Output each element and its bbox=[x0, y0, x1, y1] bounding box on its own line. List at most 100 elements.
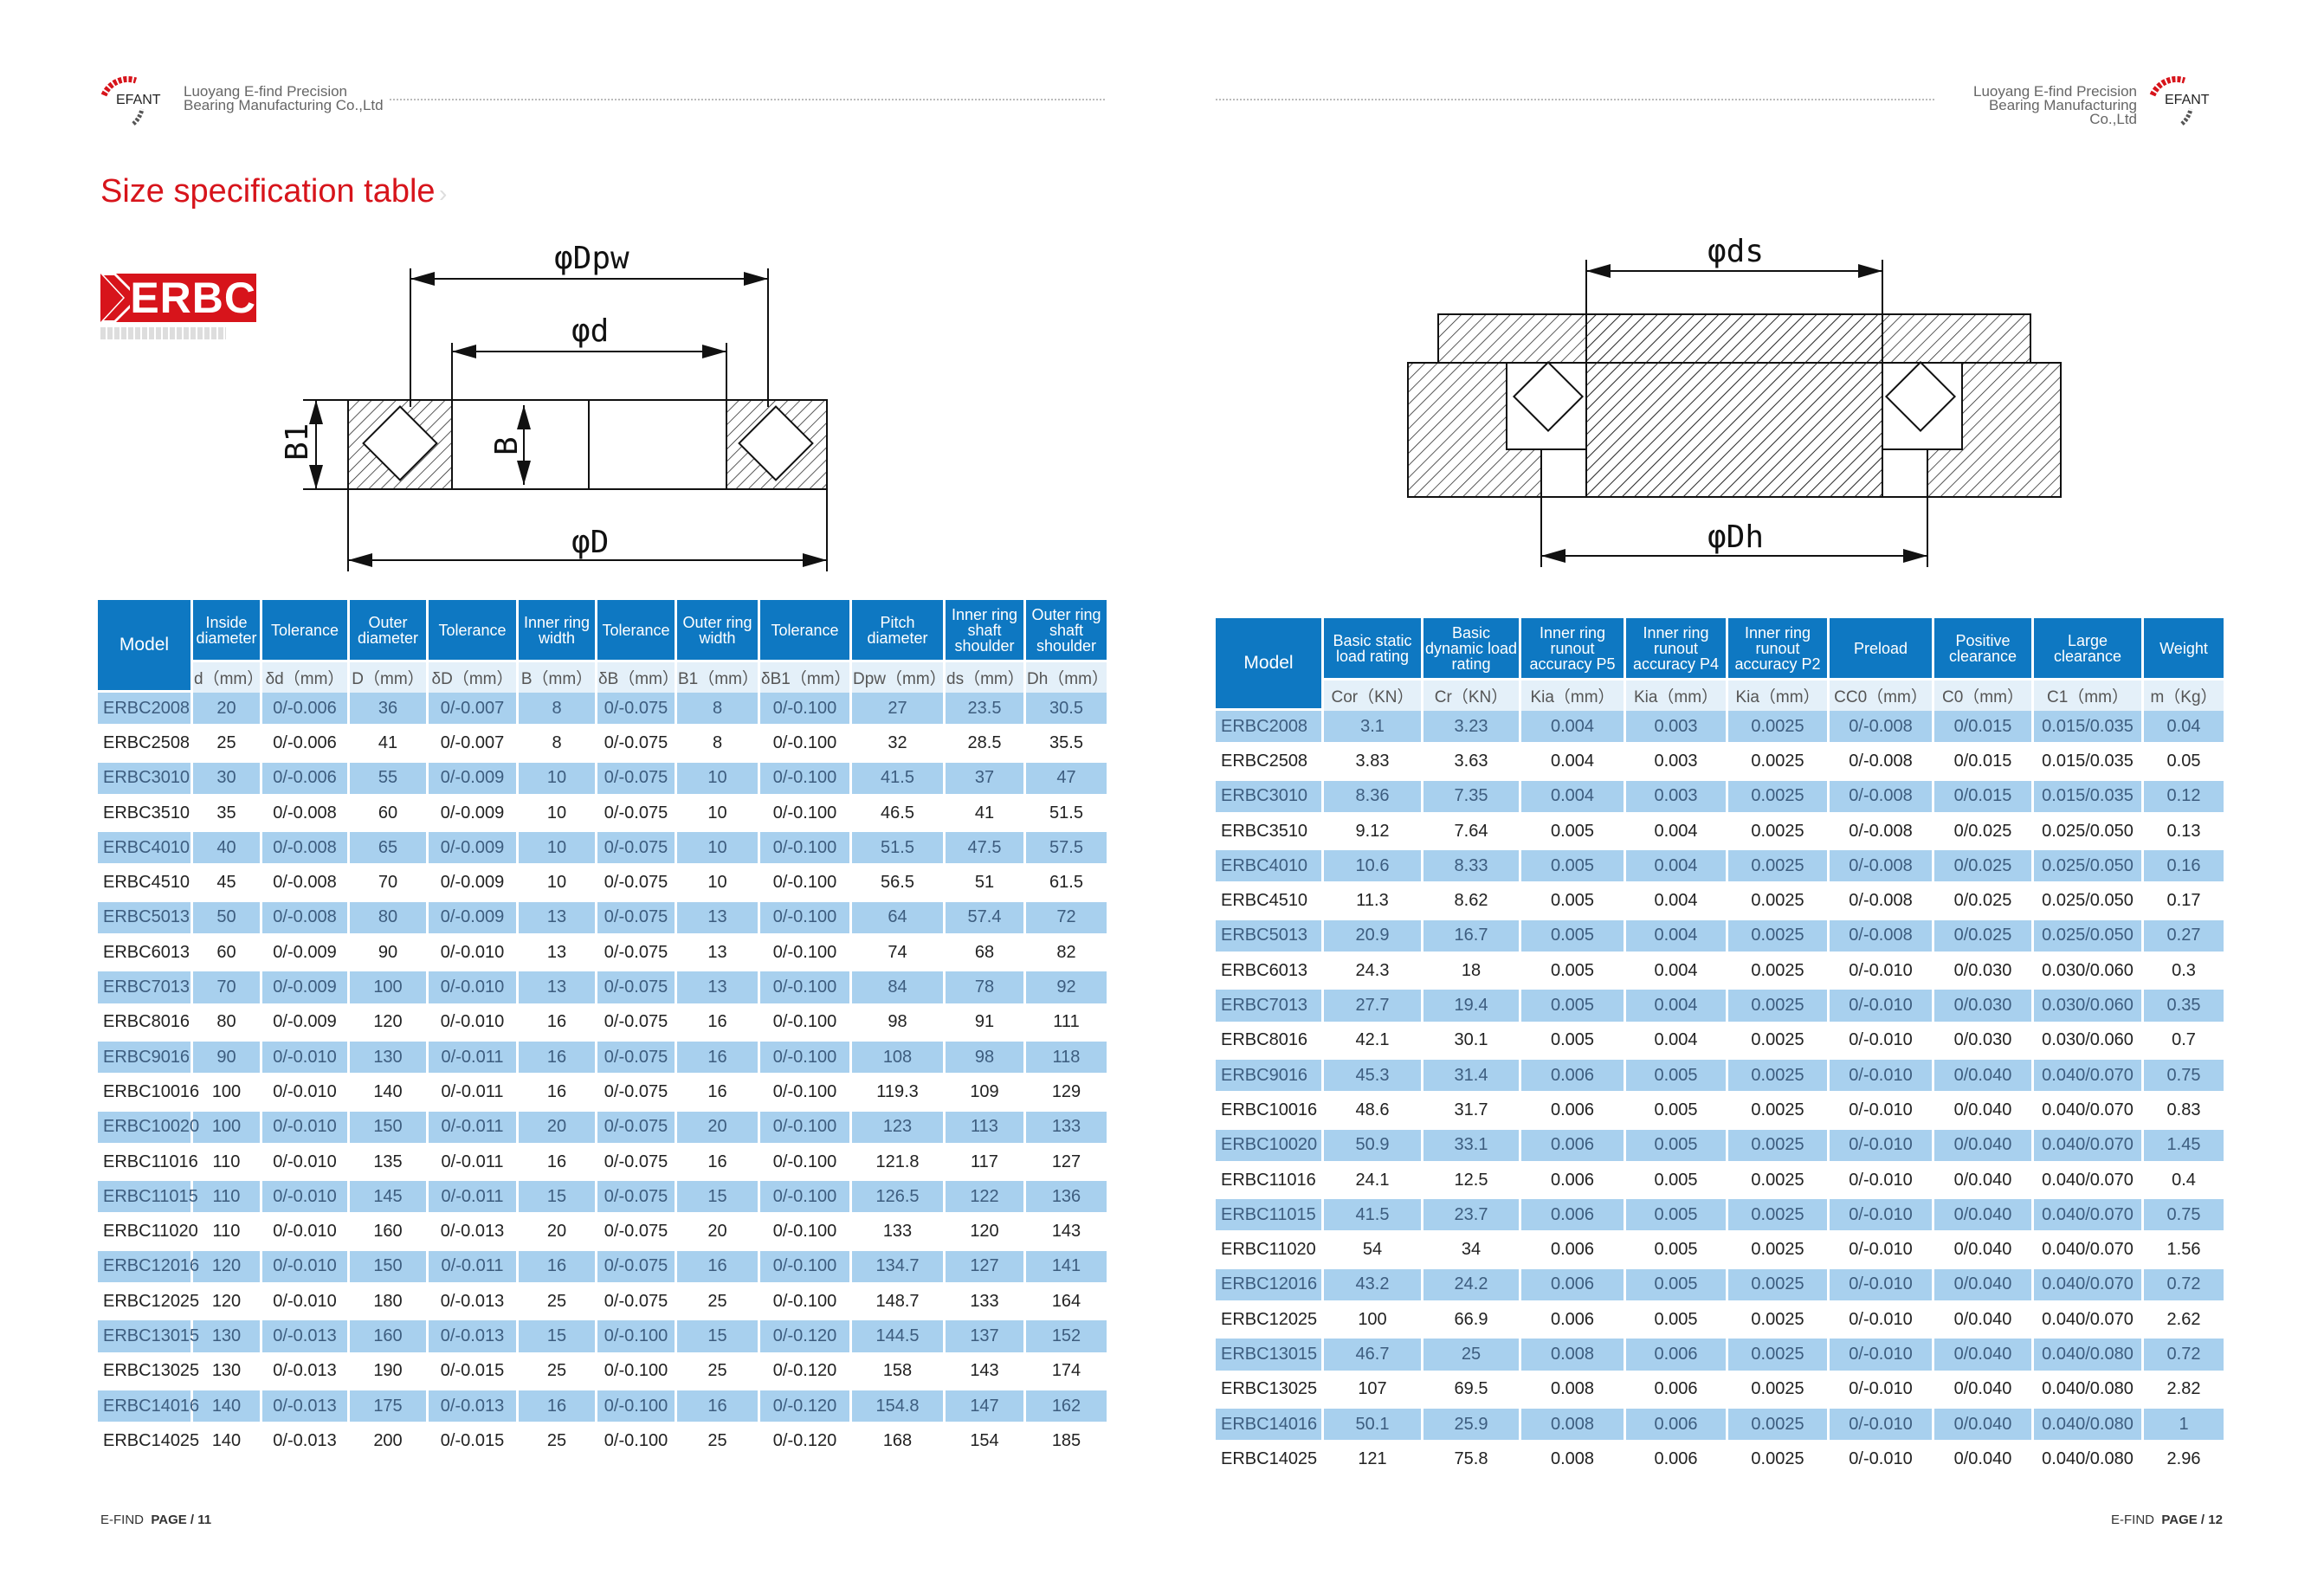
table-cell: 0/-0.120 bbox=[760, 1425, 852, 1461]
model-cell: ERBC14025 bbox=[98, 1425, 199, 1461]
table-cell: 16 bbox=[519, 1145, 597, 1182]
table-cell: 13 bbox=[677, 901, 760, 938]
table-cell: 0.004 bbox=[1521, 711, 1626, 746]
table-cell: 0.13 bbox=[2144, 815, 2226, 851]
table-cell: 0.006 bbox=[1521, 1199, 1626, 1235]
table-cell: 0/-0.100 bbox=[760, 693, 852, 728]
table-row: ERBC4510 45 0/-0.008 70 0/-0.009 10 0/-0.075 10… bbox=[98, 867, 1109, 902]
table-cell: 0/-0.010 bbox=[262, 1181, 350, 1216]
table-cell: 0.004 bbox=[1626, 850, 1728, 886]
table-cell: 0/-0.009 bbox=[429, 901, 519, 938]
table-cell: 51.5 bbox=[852, 832, 946, 868]
table-cell: 0.0025 bbox=[1728, 1234, 1830, 1269]
table-cell: 20.9 bbox=[1324, 919, 1423, 956]
table-row: ERBC2508 25 0/-0.006 41 0/-0.007 8 0/-0.075 8 0/… bbox=[98, 727, 1109, 763]
table-cell: 0.005 bbox=[1521, 919, 1626, 956]
table-cell: 0/-0.075 bbox=[597, 693, 677, 728]
column-unit: Cor（KN） bbox=[1324, 681, 1423, 711]
label-ds: φds bbox=[1707, 234, 1764, 269]
table-cell: 0.008 bbox=[1521, 1373, 1626, 1409]
table-cell: 130 bbox=[350, 1041, 429, 1077]
table-cell: 0.008 bbox=[1521, 1408, 1626, 1444]
table-row: ERBC11016 24.1 12.5 0.006 0.005 0.0025 0/-0.01… bbox=[1216, 1164, 2226, 1200]
table-cell: 0/0.040 bbox=[1934, 1339, 2034, 1374]
table-cell: 45 bbox=[193, 867, 262, 902]
table-cell: 47 bbox=[1026, 762, 1109, 797]
table-cell: 10 bbox=[677, 762, 760, 797]
table-cell: 25 bbox=[193, 727, 262, 763]
table-cell: 1.56 bbox=[2144, 1234, 2226, 1269]
table-cell: 10 bbox=[677, 832, 760, 868]
table-cell: 130 bbox=[193, 1320, 262, 1356]
table-cell: 135 bbox=[350, 1145, 429, 1182]
table-cell: 20 bbox=[193, 693, 262, 728]
footer-brand: E-FIND bbox=[2111, 1513, 2154, 1527]
table-cell: 0/-0.008 bbox=[262, 832, 350, 868]
column-header: Inner ring runout accuracy P4 bbox=[1626, 618, 1728, 681]
table-cell: 0.0025 bbox=[1728, 1199, 1830, 1235]
table-cell: 1 bbox=[2144, 1408, 2226, 1444]
footer-right: E-FIND PAGE / 12 bbox=[2111, 1513, 2223, 1527]
table-cell: 24.3 bbox=[1324, 955, 1423, 990]
model-cell: ERBC13025 bbox=[98, 1355, 199, 1390]
model-cell: ERBC9016 bbox=[98, 1041, 193, 1077]
table-cell: 0/-0.013 bbox=[429, 1216, 519, 1251]
model-cell: ERBC5013 bbox=[98, 901, 193, 938]
table-cell: 0/-0.008 bbox=[262, 867, 350, 902]
column-header: Basic static load rating bbox=[1324, 618, 1423, 681]
table-cell: 16.7 bbox=[1423, 919, 1521, 956]
table-cell: 0/-0.009 bbox=[262, 1006, 350, 1042]
table-cell: 98 bbox=[946, 1041, 1026, 1077]
table-cell: 0/-0.008 bbox=[1830, 850, 1934, 886]
model-cell: ERBC2008 bbox=[1216, 711, 1324, 746]
table-cell: 74 bbox=[852, 937, 946, 972]
table-cell: 180 bbox=[350, 1286, 429, 1321]
table-cell: 175 bbox=[350, 1390, 429, 1426]
table-cell: 0/0.015 bbox=[1934, 711, 2034, 746]
table-cell: 0.003 bbox=[1626, 745, 1728, 781]
table-cell: 160 bbox=[350, 1320, 429, 1356]
table-row: ERBC14016 50.1 25.9 0.008 0.006 0.0025 0/-0.01… bbox=[1216, 1408, 2226, 1444]
column-unit: B1（mm） bbox=[677, 662, 760, 693]
table-cell: 0.005 bbox=[1521, 955, 1626, 990]
model-cell: ERBC2008 bbox=[98, 693, 193, 728]
company-name-right: Luoyang E-find Precision Bearing Manufac… bbox=[1938, 84, 2137, 126]
table-cell: 0.05 bbox=[2144, 745, 2226, 781]
table-cell: 0.004 bbox=[1626, 1024, 1728, 1060]
table-cell: 113 bbox=[946, 1111, 1026, 1146]
table-cell: 16 bbox=[677, 1041, 760, 1077]
table-cell: 23.7 bbox=[1423, 1199, 1521, 1235]
table-cell: 0/-0.015 bbox=[429, 1355, 519, 1390]
table-cell: 68 bbox=[946, 937, 1026, 972]
company-line1: Luoyang E-find Precision bbox=[184, 83, 348, 100]
table-row: ERBC12025 120 0/-0.010 180 0/-0.013 25 0/-0.07… bbox=[98, 1286, 1109, 1321]
column-header: Tolerance bbox=[760, 600, 852, 662]
logo-left: EFANT bbox=[97, 76, 179, 128]
model-cell: ERBC12025 bbox=[98, 1286, 199, 1321]
chevron-right-icon: › bbox=[439, 180, 448, 207]
table-cell: 0/-0.100 bbox=[760, 727, 852, 763]
table-cell: 136 bbox=[1026, 1181, 1109, 1216]
table-cell: 0/0.040 bbox=[1934, 1234, 2034, 1269]
table-cell: 0/0.025 bbox=[1934, 850, 2034, 886]
column-unit: d（mm） bbox=[193, 662, 262, 693]
table-cell: 0.005 bbox=[1626, 1268, 1728, 1305]
table-cell: 150 bbox=[350, 1250, 429, 1287]
table-cell: 65 bbox=[350, 832, 429, 868]
table-cell: 190 bbox=[350, 1355, 429, 1390]
column-header: Outer diameter bbox=[350, 600, 429, 662]
model-cell: ERBC10016 bbox=[1216, 1094, 1324, 1130]
page-number: PAGE / 11 bbox=[151, 1513, 212, 1527]
table-cell: 16 bbox=[519, 1006, 597, 1042]
table-cell: 10 bbox=[519, 762, 597, 797]
table-cell: 0/0.040 bbox=[1934, 1268, 2034, 1305]
table-cell: 162 bbox=[1026, 1390, 1109, 1426]
table-row: ERBC11020 110 0/-0.010 160 0/-0.013 20 0/-0.07… bbox=[98, 1216, 1109, 1251]
column-unit: Kia（mm） bbox=[1728, 681, 1830, 711]
table-cell: 145 bbox=[350, 1181, 429, 1216]
bearing-section-diagram-right bbox=[1407, 260, 2062, 567]
table-cell: 0/-0.010 bbox=[1830, 1199, 1934, 1235]
column-unit: D（mm） bbox=[350, 662, 429, 693]
table-cell: 0.005 bbox=[1626, 1199, 1728, 1235]
table-cell: 0/-0.011 bbox=[429, 1181, 519, 1216]
